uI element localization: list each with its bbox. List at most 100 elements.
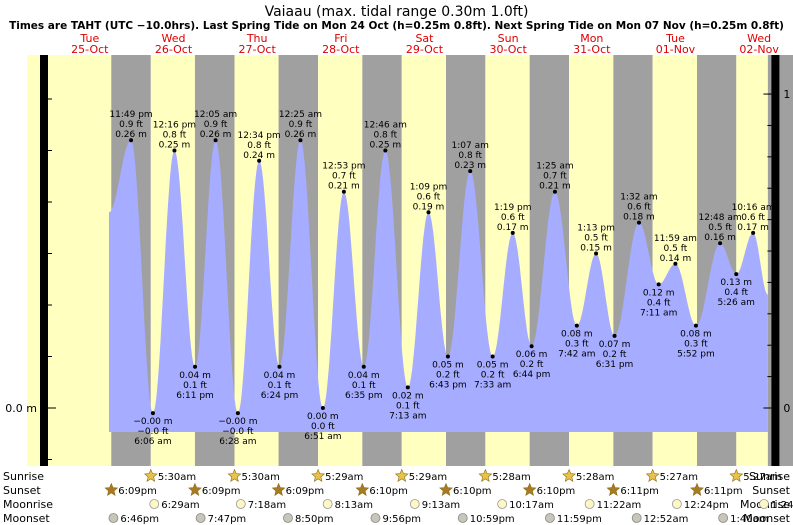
high-tide-label: 12:48 am [699,213,742,223]
low-tide-point [734,272,739,277]
low-tide-label: 0.2 ft [603,350,627,360]
low-tide-label: 0.04 m [348,371,380,381]
low-tide-label: 0.0 ft [311,422,335,432]
low-tide-point [361,364,366,369]
high-tide-label: 0.24 m [243,151,275,161]
high-tide-point [129,138,134,143]
sunset-time: 6:10pm [453,486,492,497]
sunrise-time: 5:30am [242,472,280,483]
low-tide-label: 0.08 m [680,330,712,340]
chart-subtitle: Times are TAHT (UTC −10.0hrs). Last Spri… [9,20,784,32]
high-tide-label: 10:16 am [732,203,775,213]
low-tide-point [277,364,282,369]
sunset-time: 6:09pm [202,486,241,497]
low-tide-label: 0.1 ft [268,381,292,391]
day-date: 29-Oct [406,43,444,56]
moonset-time: 7:47pm [208,514,247,525]
low-tide-label: −0.0 ft [137,427,169,437]
high-tide-point [426,210,431,215]
high-tide-label: 11:49 pm [109,110,152,120]
low-tide-point [320,406,325,410]
moonrise-time: 10:17am [509,500,554,511]
sunset-icon [439,482,453,496]
moonset-icon [631,513,642,523]
day-name: Tue [665,32,685,45]
low-tide-label: 0.13 m [720,278,752,288]
high-tide-label: 0.8 ft [163,131,187,141]
day-name: Thu [246,32,268,45]
moonrise-icon [149,499,160,509]
high-tide-label: 1:32 am [620,193,657,203]
sunrise-row-label: Sunrise [3,470,44,483]
high-tide-label: 0.7 ft [543,172,567,182]
sunset-icon [690,482,704,496]
high-tide-label: 0.5 ft [584,234,608,244]
low-tide-point [574,323,579,328]
day-band [27,55,112,466]
sunrise-time: 5:28am [576,472,614,483]
high-tide-label: 0.21 m [328,182,360,192]
high-tide-label: 12:05 am [194,110,237,120]
low-tide-point [235,411,240,416]
high-tide-label: 0.21 m [539,182,571,192]
moonrise-icon [584,499,595,509]
moonrise-icon [497,499,508,509]
low-tide-label: −0.0 ft [222,427,254,437]
high-tide-point [636,220,641,225]
low-tide-label: 6:28 am [219,437,256,447]
sunrise-icon [143,468,158,482]
high-tide-label: 0.16 m [704,233,736,243]
sunrise-time: 5:28am [492,472,530,483]
high-tide-label: 0.25 m [370,141,402,151]
high-tide-label: 0.18 m [623,213,655,223]
day-date: 28-Oct [322,43,360,56]
sunset-time: 6:11pm [704,486,743,497]
high-tide-label: 0.8 ft [247,141,271,151]
day-name: Tue [79,32,99,45]
moonrise-time: 9:13am [422,500,460,511]
high-tide-label: 0.5 ft [664,244,688,254]
low-tide-label: 0.4 ft [647,298,671,308]
sunrise-icon [227,468,242,482]
high-tide-label: 11:59 am [654,234,697,244]
high-tide-point [298,138,303,143]
low-tide-point [656,282,661,287]
sunrise-icon [478,468,493,482]
day-name: Sat [415,32,434,45]
sunset-icon [271,482,286,496]
sunrise-row-label-right: Sunrise [749,470,790,483]
high-tide-label: 0.6 ft [417,192,441,202]
day-name: Wed [162,32,186,45]
high-tide-label: 0.17 m [737,223,769,233]
low-tide-point [193,364,198,369]
day-date: 01-Nov [656,43,696,56]
low-tide-label: 0.08 m [561,330,593,340]
day-name: Wed [747,32,771,45]
high-tide-label: 0.6 ft [501,213,525,223]
high-tide-point [213,138,218,143]
sunset-time: 6:09pm [118,486,157,497]
high-tide-label: 12:53 pm [322,162,365,172]
high-tide-label: 0.14 m [660,254,692,264]
high-tide-label: 1:25 am [536,162,573,172]
day-date: 26-Oct [155,43,193,56]
moonset-time: 9:56pm [382,514,421,525]
sunrise-icon [729,468,744,482]
low-tide-label: 6:43 pm [429,381,467,391]
sunrise-icon [394,468,409,482]
high-tide-label: 0.26 m [285,130,317,140]
moonset-icon [457,513,468,523]
low-tide-label: 6:35 pm [345,391,383,401]
low-tide-point [405,385,410,390]
sunrise-time: 5:27am [660,472,698,483]
high-tide-label: 0.26 m [115,130,147,140]
high-tide-label: 1:19 pm [494,203,532,213]
high-tide-label: 0.6 ft [627,203,651,213]
moonrise-time: 6:29am [161,500,199,511]
axes: 0 ft 1 ft 0.0 m [5,55,793,466]
low-tide-label: 7:13 am [389,411,426,421]
low-tide-label: 0.04 m [264,371,296,381]
moonrise-time: 12:24pm [684,500,729,511]
